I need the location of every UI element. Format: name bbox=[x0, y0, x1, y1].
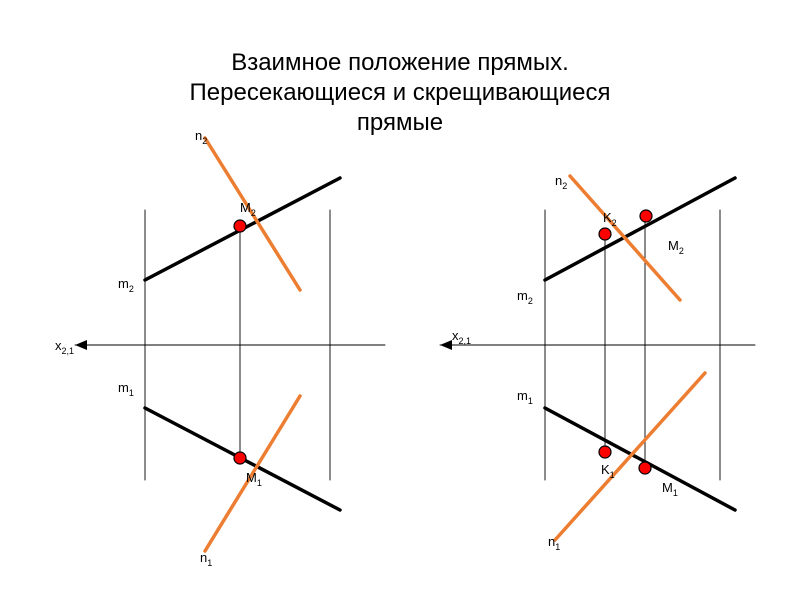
left-axis-label: x2,1 bbox=[55, 338, 74, 356]
right-line-m-bot bbox=[545, 408, 735, 510]
right-label: m2 bbox=[517, 288, 533, 306]
left-label: m2 bbox=[118, 276, 134, 294]
right-label: n2 bbox=[555, 173, 567, 191]
right-label: m1 bbox=[517, 388, 533, 406]
right-line-n-top bbox=[570, 176, 680, 300]
left-label: n2 bbox=[195, 128, 207, 146]
right-point bbox=[639, 462, 651, 474]
right-point-label: K2 bbox=[603, 210, 617, 228]
diagram-svg: x2,1M2M1n2m2m1n1x2,1K2K1n2M2m2m1M1n1 bbox=[0, 0, 800, 600]
right-point bbox=[640, 210, 652, 222]
left-point-label: M2 bbox=[240, 200, 256, 218]
left-point-label: M1 bbox=[246, 470, 262, 488]
right-point bbox=[599, 228, 611, 240]
right-axis-label: x2,1 bbox=[452, 328, 471, 346]
left-axis-arrow bbox=[75, 340, 87, 350]
right-line-m-top bbox=[545, 178, 735, 280]
left-label: m1 bbox=[118, 380, 134, 398]
right-label: M1 bbox=[662, 480, 678, 498]
right-axis-arrow bbox=[440, 340, 452, 350]
right-point-label: K1 bbox=[601, 462, 615, 480]
left-point bbox=[234, 220, 246, 232]
right-line-n-bot bbox=[555, 373, 705, 540]
left-point bbox=[234, 452, 246, 464]
stage: Взаимное положение прямых. Пересекающиес… bbox=[0, 0, 800, 600]
right-label: M2 bbox=[668, 238, 684, 256]
right-point bbox=[599, 446, 611, 458]
left-label: n1 bbox=[200, 550, 212, 568]
